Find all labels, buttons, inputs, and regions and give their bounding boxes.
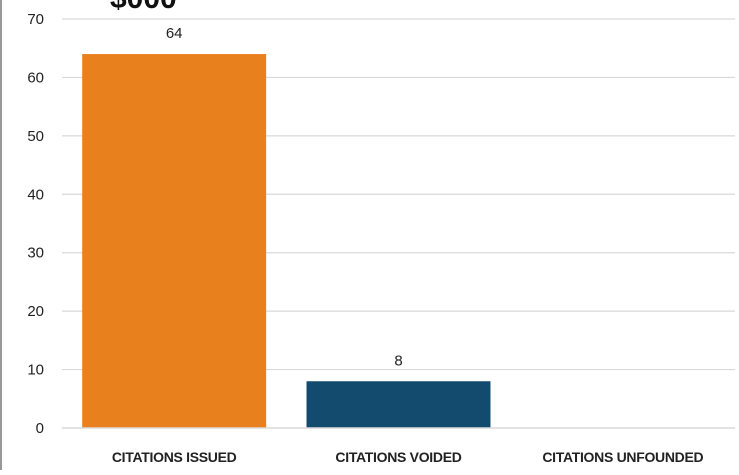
chart-title-fragment: $000	[110, 0, 177, 15]
y-tick-label: 0	[36, 420, 44, 437]
bar	[82, 54, 267, 429]
bar	[306, 381, 491, 428]
y-tick-label: 40	[27, 186, 44, 203]
y-tick-label: 70	[27, 11, 44, 28]
y-axis: 0 10 20 30 40 50 60 70	[27, 11, 44, 437]
bar-value-label: 8	[394, 352, 402, 369]
y-tick-label: 30	[27, 245, 44, 262]
x-axis: CITATIONS ISSUED CITATIONS VOIDED CITATION…	[62, 427, 735, 465]
x-tick-label: CITATIONS UNFOUNDED	[542, 449, 703, 465]
y-tick-label: 20	[27, 303, 44, 320]
y-tick-label: 10	[27, 362, 44, 379]
x-tick-label: CITATIONS VOIDED	[335, 449, 461, 465]
bar-value-label: 64	[166, 25, 183, 42]
data-labels: 64 8	[166, 25, 403, 369]
bars	[82, 54, 491, 429]
y-tick-label: 60	[27, 69, 44, 86]
y-tick-label: 50	[27, 128, 44, 145]
x-tick-label: CITATIONS ISSUED	[112, 449, 237, 465]
